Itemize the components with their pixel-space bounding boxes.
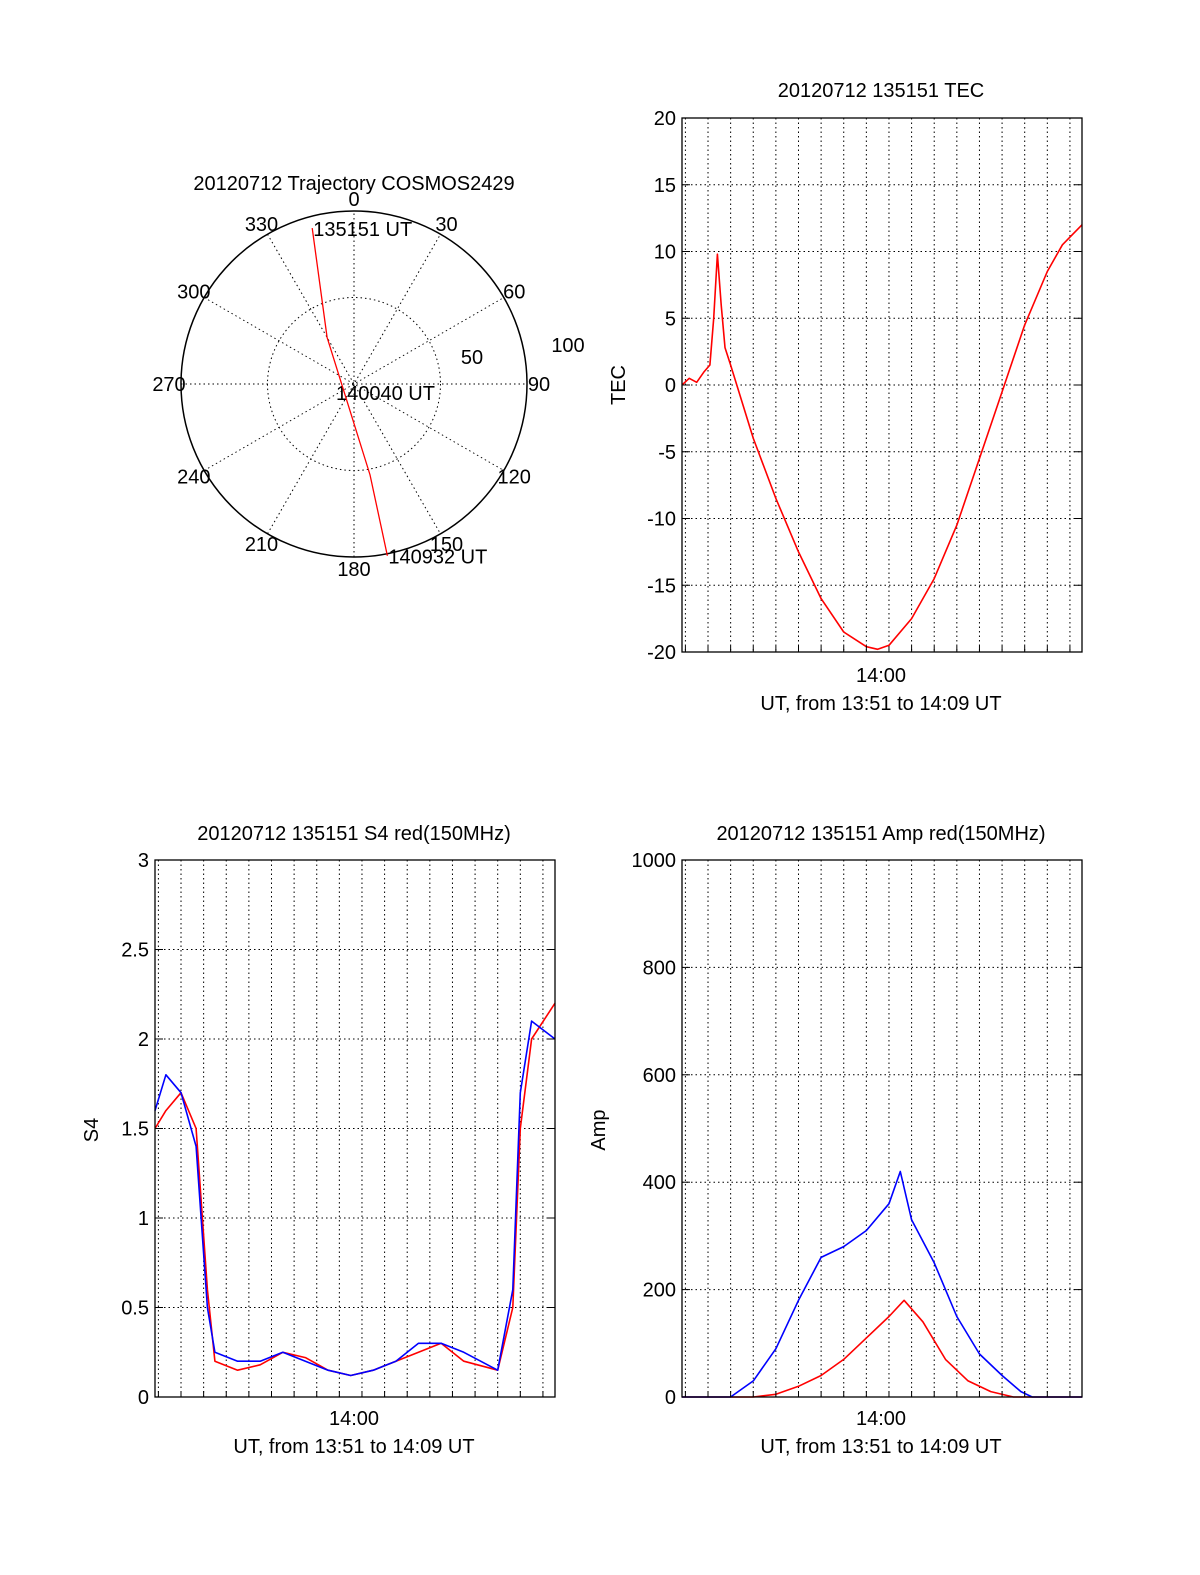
s4-title: 20120712 135151 S4 red(150MHz) bbox=[197, 823, 511, 845]
tec-series bbox=[681, 224, 1083, 651]
azimuth-label: 210 bbox=[245, 534, 278, 556]
tec-y-tick-label: 5 bbox=[665, 308, 676, 330]
amp-title: 20120712 135151 Amp red(150MHz) bbox=[716, 823, 1045, 845]
amp-y-tick-label: 600 bbox=[643, 1065, 676, 1087]
s4-grid bbox=[155, 860, 555, 1397]
s4-x-tick-label: 14:00 bbox=[329, 1408, 379, 1430]
amp-x-tick-label: 14:00 bbox=[856, 1408, 906, 1430]
tec-x-axis-label: UT, from 13:51 to 14:09 UT bbox=[760, 693, 1001, 715]
tec-y-tick-label: -15 bbox=[647, 575, 676, 597]
s4-y-axis-label: S4 bbox=[81, 1118, 103, 1142]
polar-labels: 0 30 60 90 120 150 180 210 240 270 300 330 50 100 1400… bbox=[152, 189, 584, 581]
polar-series: 135151 UT 140932 UT bbox=[311, 219, 487, 569]
trajectory-line bbox=[311, 227, 389, 556]
azimuth-label: 270 bbox=[152, 374, 185, 396]
amp-series-line bbox=[682, 1299, 1082, 1398]
tec-y-tick-label: -5 bbox=[658, 442, 676, 464]
polar-center-label: 140040 UT bbox=[336, 383, 435, 405]
amp-y-tick-label: 1000 bbox=[632, 850, 677, 872]
s4-ticks: 0 0.5 1 1.5 2 2.5 3 bbox=[121, 850, 555, 1409]
trajectory-point-label: 135151 UT bbox=[313, 219, 412, 241]
trajectory-point-label: 140932 UT bbox=[388, 547, 487, 569]
amp-x-axis-label: UT, from 13:51 to 14:09 UT bbox=[760, 1436, 1001, 1458]
s4-y-tick-label: 0.5 bbox=[121, 1298, 149, 1320]
azimuth-label: 60 bbox=[503, 282, 525, 304]
azimuth-label: 330 bbox=[245, 214, 278, 236]
azimuth-label: 240 bbox=[177, 467, 210, 489]
amp-y-tick-label: 400 bbox=[643, 1172, 676, 1194]
azimuth-label: 0 bbox=[348, 189, 359, 211]
tec-panel: 20120712 135151 TEC -20-15-10-505101520 … bbox=[608, 80, 1083, 715]
tec-y-tick-label: 20 bbox=[654, 108, 676, 130]
amp-plot-frame bbox=[681, 859, 1083, 1398]
s4-y-tick-label: 1 bbox=[138, 1208, 149, 1230]
radial-label: 100 bbox=[551, 335, 584, 357]
s4-x-axis-label: UT, from 13:51 to 14:09 UT bbox=[233, 1436, 474, 1458]
amp-y-tick-label: 0 bbox=[665, 1387, 676, 1409]
amp-y-tick-label: 200 bbox=[643, 1280, 676, 1302]
tec-y-axis-label: TEC bbox=[608, 365, 630, 405]
tec-y-tick-label: 0 bbox=[665, 375, 676, 397]
tec-grid bbox=[682, 118, 1082, 652]
s4-series-line bbox=[154, 1020, 556, 1377]
tec-series-line bbox=[681, 224, 1083, 651]
amp-y-axis-label: Amp bbox=[588, 1109, 610, 1150]
polar-spoke bbox=[267, 233, 441, 535]
azimuth-label: 150 bbox=[430, 534, 463, 556]
s4-y-tick-label: 2.5 bbox=[121, 940, 149, 962]
tec-title: 20120712 135151 TEC bbox=[778, 80, 984, 102]
azimuth-label: 90 bbox=[528, 374, 550, 396]
azimuth-label: 30 bbox=[435, 214, 457, 236]
tec-y-tick-label: -20 bbox=[647, 642, 676, 664]
tec-ticks: -20 -15 -10 -5 0 5 10 15 20 bbox=[647, 108, 1082, 664]
polar-spoke bbox=[203, 297, 505, 471]
polar-spoke bbox=[203, 297, 505, 471]
s4-series bbox=[154, 1002, 556, 1377]
s4-series-line bbox=[154, 1002, 556, 1377]
amp-y-tick-label: 800 bbox=[643, 957, 676, 979]
amp-ticks: 0 200 400 600 800 1000 bbox=[632, 850, 1082, 1409]
amp-grid bbox=[682, 860, 1082, 1397]
polar-spoke bbox=[267, 233, 441, 535]
tec-y-tick-label: -10 bbox=[647, 509, 676, 531]
radial-label: 50 bbox=[461, 347, 483, 369]
azimuth-label: 120 bbox=[498, 467, 531, 489]
s4-y-tick-label: 0 bbox=[138, 1387, 149, 1409]
trajectory-panel: 20120712 Trajectory COSMOS2429 0 30 60 90 12… bbox=[152, 173, 584, 581]
amp-series-line bbox=[682, 1170, 1082, 1398]
amp-series bbox=[682, 1170, 1082, 1398]
azimuth-label: 300 bbox=[177, 282, 210, 304]
s4-y-tick-label: 2 bbox=[138, 1029, 149, 1051]
s4-y-tick-label: 1.5 bbox=[121, 1119, 149, 1141]
trajectory-title: 20120712 Trajectory COSMOS2429 bbox=[193, 173, 514, 195]
tec-y-tick-label: 15 bbox=[654, 175, 676, 197]
amp-panel: 20120712 135151 Amp red(150MHz) 0 200 400 6… bbox=[588, 823, 1083, 1458]
polar-grid bbox=[180, 210, 528, 558]
tec-x-tick-label: 14:00 bbox=[856, 665, 906, 687]
s4-y-tick-label: 3 bbox=[138, 850, 149, 872]
tec-y-tick-label: 10 bbox=[654, 242, 676, 264]
azimuth-label: 180 bbox=[337, 559, 370, 581]
s4-panel: 20120712 135151 S4 red(150MHz) 0 0.5 1 1.5 2… bbox=[81, 823, 556, 1458]
